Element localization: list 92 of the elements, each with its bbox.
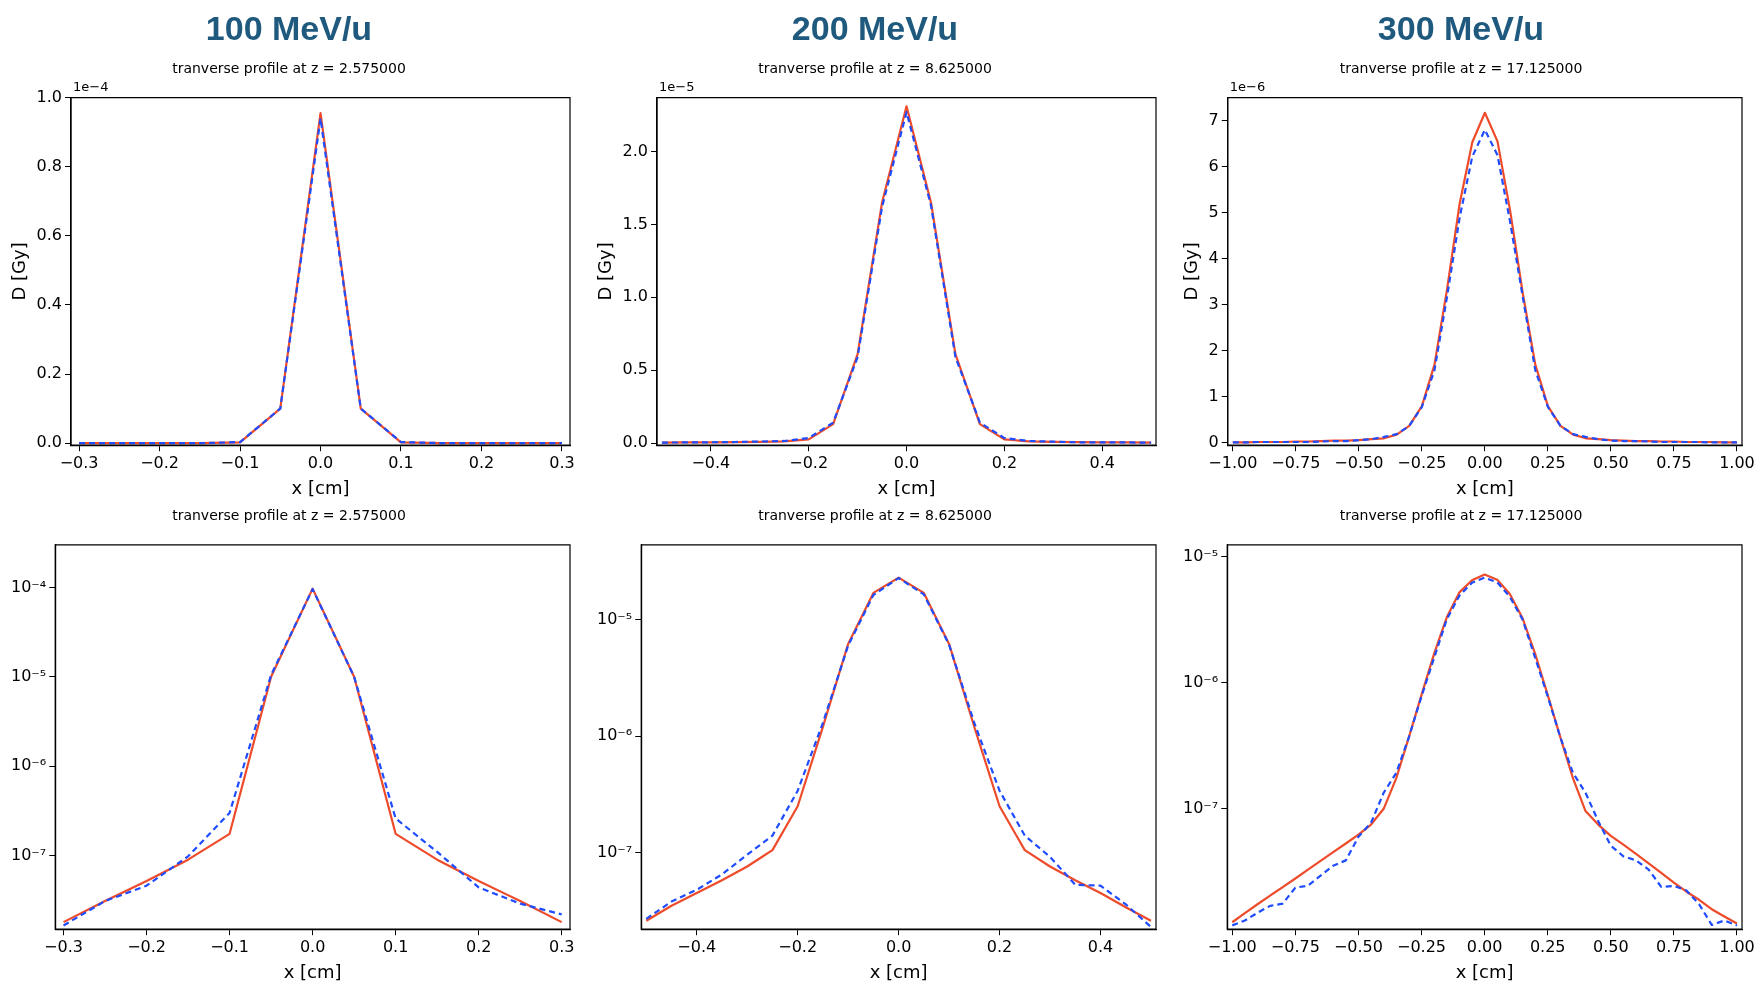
x-tick-label: 0.75 [1656, 452, 1692, 472]
y-tick-label: 10⁻⁶ [11, 755, 47, 775]
x-tick-label: −0.1 [210, 936, 250, 956]
x-tick-label: −0.25 [1397, 936, 1447, 956]
x-tick-label: 0.00 [1466, 936, 1503, 956]
chart-subtitle: tranverse profile at z = 17.125000 [1339, 507, 1583, 524]
x-tick-label: 0.1 [388, 452, 414, 472]
y-tick-label: 0.8 [36, 155, 63, 175]
y-tick-label: 0.4 [36, 294, 63, 314]
x-tick-label: −0.3 [44, 936, 83, 956]
x-tick-label: 0.2 [468, 452, 495, 472]
x-tick-label: 0.2 [465, 936, 492, 956]
y-tick-label: 6 [1208, 155, 1219, 175]
text: 1e−4 [73, 79, 109, 95]
y-tick-label: 0.2 [36, 363, 63, 383]
chart-title: 300 MeV/u [1377, 8, 1545, 47]
x-tick-label: 0.0 [307, 452, 334, 472]
y-tick-label: 2 [1208, 339, 1219, 359]
text: 1e−6 [1229, 79, 1266, 95]
y-tick-label: 0.6 [36, 224, 63, 244]
x-tick-label: 0.75 [1656, 936, 1692, 956]
y-tick-label: 0 [1208, 432, 1219, 452]
x-axis-title: x [cm] [1455, 960, 1514, 982]
x-tick-label: 0.4 [1087, 936, 1114, 956]
y-tick-label: 0.0 [622, 432, 649, 452]
y-axis-title: D [Gy] [8, 242, 30, 301]
x-tick-label: −0.4 [677, 936, 717, 956]
y-tick-label: 10⁻⁵ [11, 665, 47, 685]
x-tick-label: 0.50 [1593, 452, 1629, 472]
y-tick-label: 1 [1208, 386, 1219, 406]
x-tick-label: −0.4 [691, 452, 731, 472]
x-tick-label: 0.25 [1529, 936, 1566, 956]
y-tick-label: 3 [1208, 293, 1219, 313]
x-tick-label: −0.75 [1271, 452, 1321, 472]
x-tick-label: −0.2 [127, 936, 166, 956]
y-tick-label: 10⁻⁵ [1183, 545, 1219, 565]
x-tick-label: −0.2 [140, 452, 179, 472]
x-tick-label: −0.75 [1270, 936, 1320, 956]
x-tick-label: 0.1 [382, 936, 409, 956]
x-axis-title: x [cm] [291, 476, 350, 498]
y-tick-label: 10⁻⁷ [11, 844, 47, 864]
x-tick-label: −1.00 [1208, 452, 1258, 472]
y-tick-label: 10⁻⁶ [597, 725, 633, 745]
x-tick-label: −0.50 [1333, 936, 1383, 956]
y-axis-title: D [Gy] [594, 242, 616, 301]
x-tick-label: −0.2 [789, 452, 829, 472]
x-tick-label: 1.00 [1719, 452, 1755, 472]
chart-subtitle: tranverse profile at z = 8.625000 [758, 59, 992, 76]
x-tick-label: −0.1 [220, 452, 260, 472]
x-tick-label: 0.25 [1530, 452, 1566, 472]
y-axis-title: D [Gy] [1180, 242, 1202, 301]
x-tick-label: −0.25 [1397, 452, 1447, 472]
y-tick-label: 10⁻⁶ [1183, 671, 1219, 691]
x-tick-label: 0.3 [549, 452, 575, 472]
chart-subtitle: tranverse profile at z = 17.125000 [1339, 59, 1583, 76]
chart-subtitle: tranverse profile at z = 8.625000 [758, 507, 992, 524]
y-tick-label: 0.0 [36, 432, 63, 452]
y-tick-label: 10⁻⁵ [597, 608, 633, 628]
x-tick-label: 0.0 [885, 936, 912, 956]
text: 1e−5 [659, 79, 695, 95]
y-tick-label: 1.0 [622, 286, 649, 306]
y-tick-label: 5 [1208, 201, 1219, 221]
y-tick-label: 10⁻⁷ [597, 841, 633, 861]
x-tick-label: −1.00 [1207, 936, 1257, 956]
x-tick-label: 0.0 [893, 452, 920, 472]
y-tick-label: 0.5 [622, 359, 649, 379]
chart-title: 200 MeV/u [791, 8, 959, 47]
y-tick-label: 10⁻⁴ [11, 576, 47, 596]
x-tick-label: −0.2 [778, 936, 818, 956]
y-tick-label: 10⁻⁷ [1183, 797, 1219, 817]
x-tick-label: 0.2 [991, 452, 1018, 472]
chart-title: 100 MeV/u [205, 8, 373, 47]
x-axis-title: x [cm] [1455, 476, 1514, 498]
x-axis-title: x [cm] [869, 960, 928, 982]
x-tick-label: 0.0 [299, 936, 326, 956]
chart-subtitle: tranverse profile at z = 2.575000 [172, 59, 406, 76]
x-tick-label: 0.2 [986, 936, 1013, 956]
x-tick-label: 0.3 [548, 936, 575, 956]
y-tick-label: 1.0 [36, 86, 63, 106]
x-tick-label: 1.00 [1719, 936, 1755, 956]
y-tick-label: 2.0 [622, 140, 649, 160]
x-axis-title: x [cm] [283, 960, 342, 982]
y-tick-label: 4 [1208, 247, 1219, 267]
y-tick-label: 1.5 [622, 213, 649, 233]
x-tick-label: −0.3 [59, 452, 99, 472]
x-tick-label: 0.4 [1089, 452, 1115, 472]
y-tick-label: 7 [1208, 109, 1219, 129]
x-tick-label: 0.00 [1467, 452, 1503, 472]
x-tick-label: 0.50 [1592, 936, 1629, 956]
x-axis-title: x [cm] [877, 476, 936, 498]
x-tick-label: −0.50 [1334, 452, 1384, 472]
chart-subtitle: tranverse profile at z = 2.575000 [172, 507, 406, 524]
